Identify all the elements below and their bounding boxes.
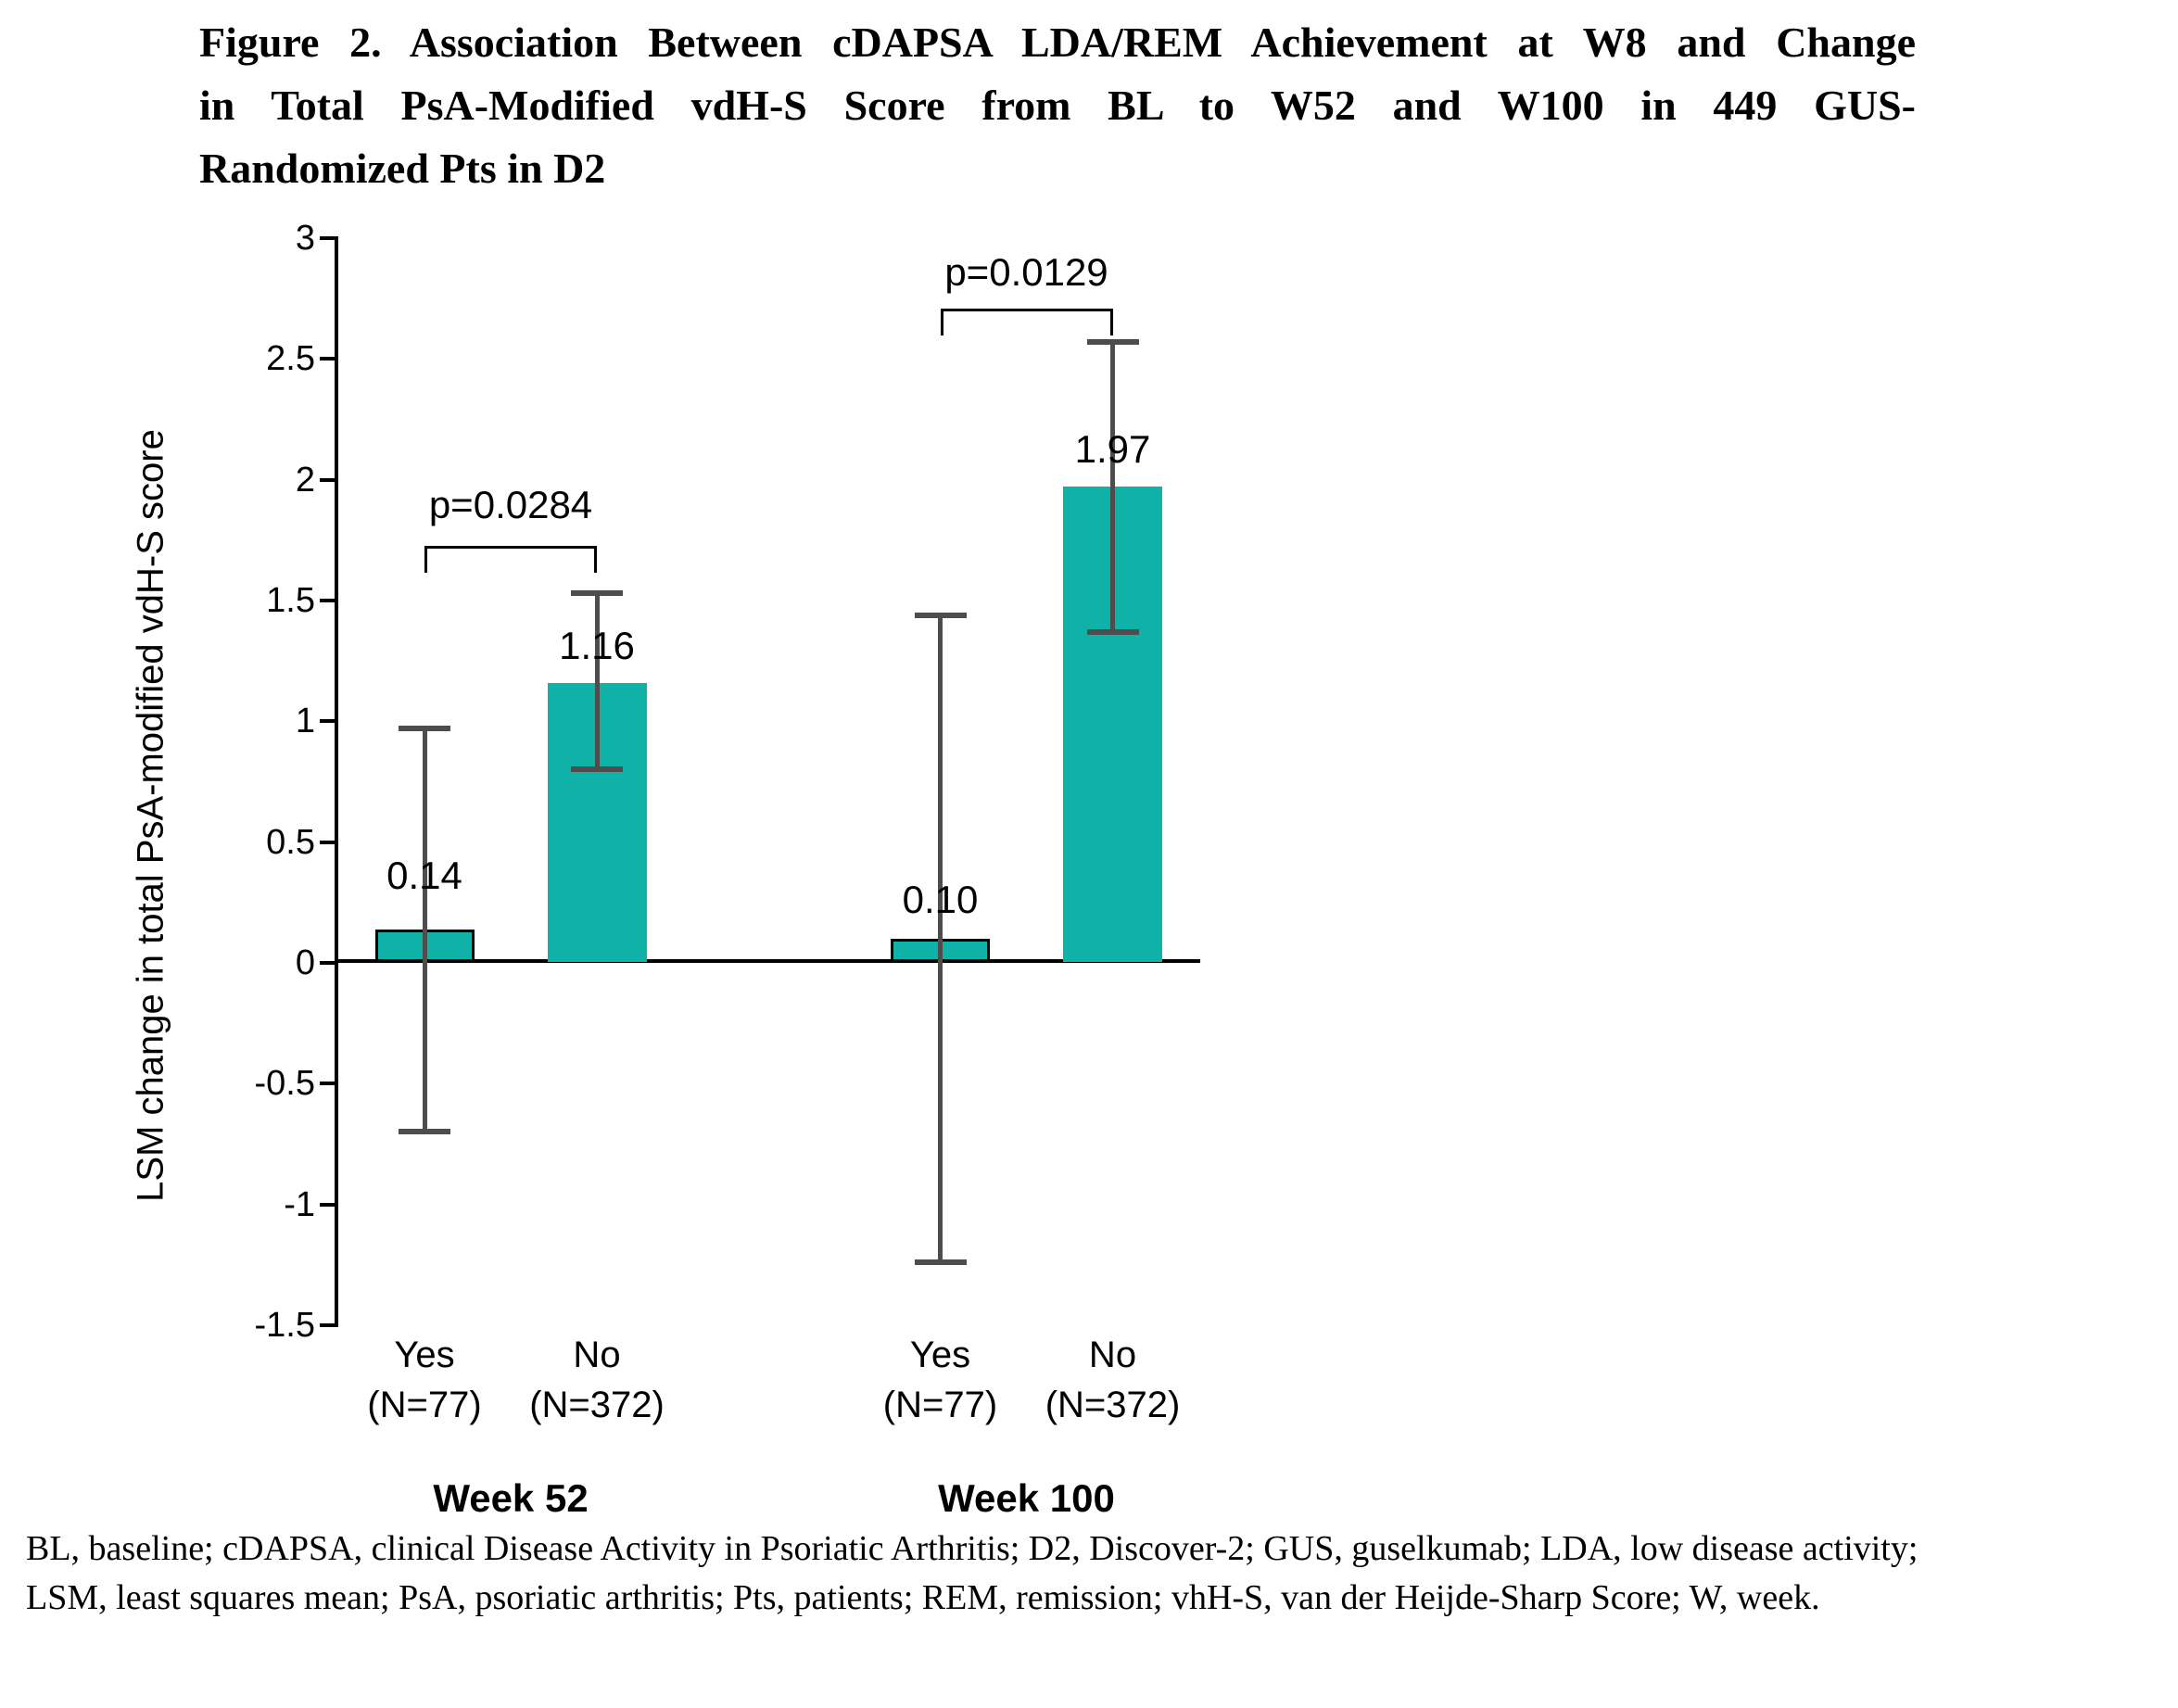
error-bar: [422, 728, 427, 1132]
group-label: Week 52: [433, 1476, 589, 1520]
y-tick-label: 2: [295, 460, 315, 500]
p-value-label: p=0.0284: [428, 483, 593, 526]
footnote-line: LSM, least squares mean; PsA, psoriatic …: [26, 1578, 1820, 1617]
error-bar-cap: [399, 726, 450, 732]
error-bar-cap: [571, 766, 623, 773]
figure-title: Figure 2. Association Between cDAPSA LDA…: [199, 11, 1916, 200]
y-tick: [320, 961, 335, 965]
y-axis-line: [335, 236, 338, 1327]
footnote-line: BL, baseline; cDAPSA, clinical Disease A…: [26, 1529, 1918, 1568]
y-tick: [320, 235, 335, 240]
y-tick: [320, 1323, 335, 1327]
significance-bracket-bar: [424, 546, 597, 549]
x-n-label: (N=77): [882, 1385, 998, 1425]
bar-value-label: 1.16: [559, 624, 635, 667]
significance-bracket-leg: [940, 309, 943, 335]
bar-value-label: 1.97: [1074, 427, 1151, 471]
x-n-label: (N=372): [529, 1385, 665, 1425]
figure-title-line: Randomized Pts in D2: [199, 145, 606, 192]
x-category-label: No: [573, 1335, 621, 1375]
error-bar: [938, 614, 943, 1263]
y-tick: [320, 598, 335, 602]
p-value-label: p=0.0129: [944, 250, 1108, 294]
y-tick-label: -1: [284, 1184, 315, 1224]
significance-bracket-leg: [594, 546, 597, 573]
error-bar: [1110, 342, 1115, 632]
y-tick: [320, 477, 335, 482]
bar-value-label: 0.14: [386, 854, 462, 897]
y-tick-label: 3: [295, 218, 315, 258]
y-tick: [320, 1082, 335, 1086]
y-tick-label: 1.5: [266, 580, 315, 620]
x-category-label: Yes: [909, 1335, 971, 1375]
error-bar-cap: [571, 590, 623, 597]
y-tick-label: 0: [295, 943, 315, 982]
y-tick-label: 1: [295, 702, 315, 741]
y-tick: [320, 719, 335, 724]
y-tick-label: -1.5: [254, 1306, 315, 1345]
error-bar: [594, 593, 600, 770]
x-n-label: (N=77): [367, 1385, 482, 1425]
error-bar-cap: [914, 612, 967, 618]
y-tick: [320, 1202, 335, 1207]
y-tick-label: 0.5: [266, 822, 315, 862]
x-category-label: Yes: [394, 1335, 455, 1375]
y-axis-title: LSM change in total PsA-modified vdH-S s…: [130, 429, 171, 1202]
y-tick-label: 2.5: [266, 339, 315, 379]
error-bar-cap: [914, 1259, 967, 1266]
x-axis-line: [335, 959, 1200, 963]
x-n-label: (N=372): [1045, 1385, 1181, 1425]
y-tick: [320, 357, 335, 361]
y-tick: [320, 840, 335, 844]
x-category-label: No: [1088, 1335, 1137, 1375]
significance-bracket-bar: [940, 309, 1113, 311]
figure-title-line: in Total PsA-Modified vdH-S Score from B…: [199, 82, 1916, 129]
significance-bracket-leg: [1109, 309, 1113, 335]
figure-footnote: BL, baseline; cDAPSA, clinical Disease A…: [26, 1525, 2158, 1623]
error-bar-cap: [1086, 339, 1139, 346]
figure-title-line: Figure 2. Association Between cDAPSA LDA…: [199, 19, 1916, 66]
group-label: Week 100: [938, 1476, 1115, 1520]
significance-bracket-leg: [424, 546, 427, 573]
error-bar-cap: [399, 1129, 450, 1135]
y-tick-label: -0.5: [254, 1064, 315, 1104]
error-bar-cap: [1086, 628, 1139, 635]
bar-value-label: 0.10: [902, 878, 979, 921]
